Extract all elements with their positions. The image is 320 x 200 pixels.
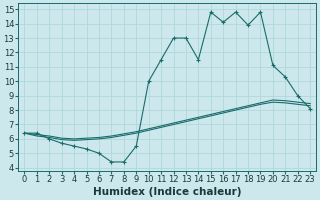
X-axis label: Humidex (Indice chaleur): Humidex (Indice chaleur) <box>93 187 242 197</box>
